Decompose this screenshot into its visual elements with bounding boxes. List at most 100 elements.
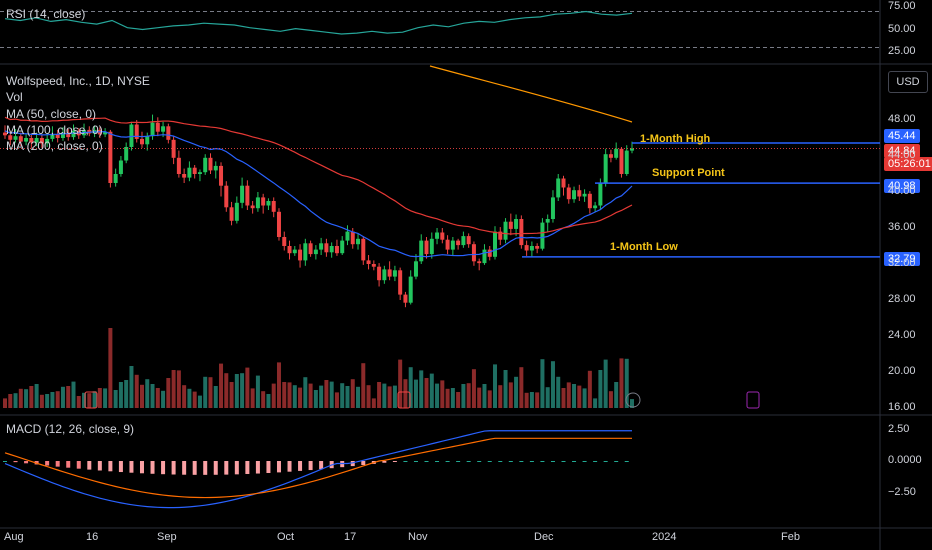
volume-bar	[308, 383, 313, 408]
volume-bar	[450, 388, 455, 408]
macd-histogram-bar	[3, 461, 7, 462]
ma200-line	[429, 65, 633, 123]
candle-body	[382, 269, 387, 281]
time-tick-label: 16	[86, 531, 99, 543]
candle-body	[561, 178, 566, 188]
volume-bar	[456, 392, 461, 408]
volume-bar	[403, 379, 408, 408]
macd-histogram-bar	[382, 461, 387, 463]
volume-bar	[392, 385, 397, 408]
volume-bar	[493, 364, 498, 408]
volume-bar	[440, 380, 445, 408]
candle-body	[387, 269, 392, 277]
macd-histogram-bar	[139, 461, 144, 474]
rsi-tick-label: 25.00	[888, 45, 916, 57]
candle-body	[435, 232, 440, 239]
volume-bar	[266, 394, 271, 408]
volume-bar	[224, 373, 229, 408]
candle-body	[124, 147, 129, 161]
candle-body	[324, 243, 329, 253]
candle-body	[308, 243, 313, 255]
candle-body	[487, 249, 492, 257]
candle-body	[203, 157, 208, 173]
macd-histogram-bar	[593, 461, 598, 462]
volume-legend[interactable]: Vol	[6, 90, 23, 104]
candle-body	[108, 131, 113, 183]
volume-bar	[197, 395, 202, 408]
volume-bar	[71, 381, 76, 408]
price-tick-label: 44.00	[888, 149, 916, 161]
volume-bar	[155, 388, 160, 408]
volume-bar	[429, 373, 434, 408]
volume-bar	[118, 382, 123, 408]
volume-bar	[556, 376, 561, 408]
volume-bar	[18, 388, 23, 408]
macd-tick-label: 2.50	[888, 422, 910, 435]
candle-body	[182, 174, 187, 178]
macd-histogram-bar	[76, 461, 81, 469]
macd-histogram-bar	[266, 461, 271, 474]
volume-bar	[3, 398, 7, 408]
volume-bar	[324, 380, 329, 408]
ma200-legend[interactable]: MA (200, close, 0)	[6, 139, 103, 153]
candle-body	[535, 246, 540, 249]
macd-histogram-bar	[361, 461, 366, 466]
candle-body	[319, 243, 324, 250]
rsi-tick-label: 50.00	[888, 22, 916, 35]
ma100-legend[interactable]: MA (100, close, 0)	[6, 123, 103, 137]
candle-body	[139, 138, 144, 145]
candle-body	[13, 136, 18, 140]
earnings-marker	[84, 391, 98, 409]
volume-bar	[514, 376, 519, 408]
symbol-legend[interactable]: Wolfspeed, Inc., 1D, NYSE	[6, 74, 150, 88]
macd-histogram-bar	[203, 461, 208, 475]
currency-button[interactable]: USD	[888, 71, 928, 93]
candle-body	[482, 249, 487, 264]
macd-histogram-bar	[350, 461, 355, 467]
volume-bar	[340, 383, 345, 408]
volume-bar	[350, 379, 355, 408]
candle-body	[503, 221, 508, 240]
candle-body	[266, 201, 271, 206]
volume-bar	[166, 378, 171, 408]
macd-histogram-bar	[603, 461, 608, 462]
candle-body	[413, 261, 418, 277]
volume-bar	[508, 382, 513, 408]
candle-body	[519, 219, 524, 246]
volume-bar	[229, 382, 234, 408]
candle-body	[598, 183, 603, 206]
volume-bar	[276, 362, 281, 408]
volume-bar	[292, 385, 297, 408]
volume-bar	[466, 383, 471, 408]
candle-body	[461, 236, 466, 246]
candle-body	[577, 190, 582, 197]
candle-body	[313, 249, 318, 255]
volume-bar	[587, 370, 592, 408]
countdown-tag: 05:26:01	[884, 157, 932, 171]
volume-bar	[87, 393, 92, 408]
candle-body	[60, 132, 65, 138]
volume-bar	[419, 370, 424, 408]
candle-body	[298, 249, 303, 261]
candle-body	[524, 245, 529, 251]
volume-bar	[234, 374, 239, 408]
candle-body	[197, 172, 202, 174]
macd-histogram-bar	[55, 461, 60, 467]
macd-legend[interactable]: MACD (12, 26, close, 9)	[6, 422, 135, 436]
candle-body	[340, 240, 345, 254]
candle-body	[493, 231, 498, 257]
macd-line	[4, 430, 632, 509]
volume-bar	[498, 385, 503, 408]
candle-body	[614, 148, 619, 158]
ma100-line	[4, 116, 633, 235]
macd-histogram-bar	[319, 461, 324, 470]
volume-bar	[50, 392, 55, 408]
candle-body	[39, 138, 44, 144]
volume-bar	[524, 392, 529, 408]
ma50-line	[4, 130, 633, 258]
candle-body	[245, 185, 250, 206]
macd-histogram-bar	[276, 461, 281, 473]
macd-histogram-bar	[308, 461, 313, 471]
volume-bar	[92, 391, 97, 408]
ma50-legend[interactable]: MA (50, close, 0)	[6, 107, 97, 121]
